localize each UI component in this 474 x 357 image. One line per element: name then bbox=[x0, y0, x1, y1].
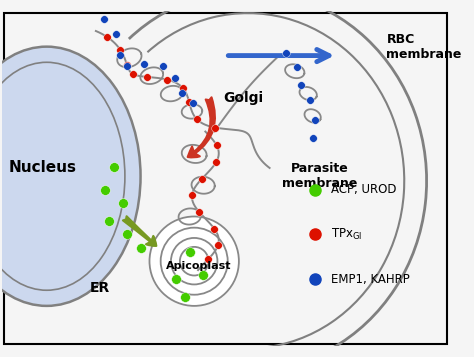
Ellipse shape bbox=[0, 47, 141, 306]
Circle shape bbox=[149, 216, 239, 306]
Circle shape bbox=[161, 228, 228, 295]
Circle shape bbox=[171, 238, 218, 285]
Ellipse shape bbox=[0, 62, 125, 290]
Text: RBC
membrane: RBC membrane bbox=[386, 32, 462, 61]
Text: ER: ER bbox=[90, 281, 110, 295]
Text: Parasite
membrane: Parasite membrane bbox=[282, 162, 357, 190]
Text: Golgi: Golgi bbox=[223, 91, 264, 105]
Text: EMP1, KAHRP: EMP1, KAHRP bbox=[330, 273, 409, 286]
Text: ACP, UROD: ACP, UROD bbox=[330, 183, 396, 196]
Text: TPx$_{\mathregular{GI}}$: TPx$_{\mathregular{GI}}$ bbox=[330, 227, 362, 242]
Text: Apicoplast: Apicoplast bbox=[166, 261, 231, 271]
Circle shape bbox=[180, 247, 209, 276]
Text: Nucleus: Nucleus bbox=[8, 160, 76, 175]
